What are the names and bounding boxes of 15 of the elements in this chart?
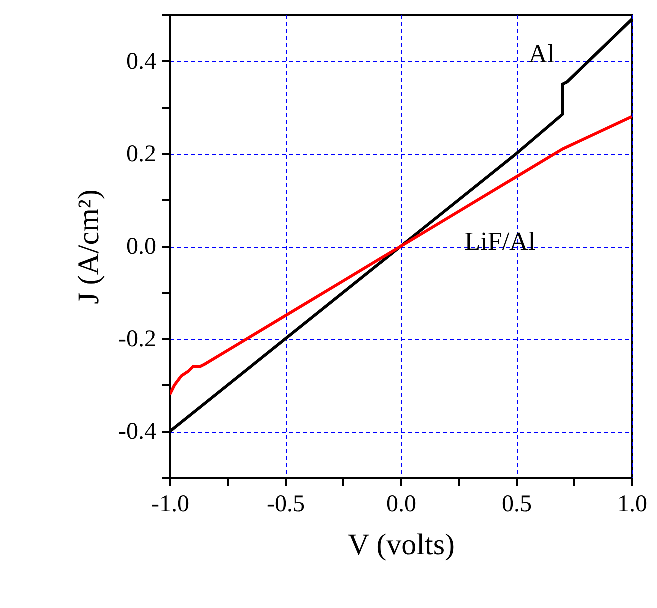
y-tick-label: 0.4	[126, 48, 156, 75]
x-tick-label: -1.0	[152, 492, 190, 518]
x-tick-label: 1.0	[618, 492, 648, 518]
y-tick-label: -0.2	[118, 326, 156, 353]
line-series	[170, 115, 632, 396]
y-tick-label: 0.0	[126, 234, 156, 260]
x-tick-label: -0.5	[267, 492, 305, 518]
series-label: Al	[528, 39, 555, 68]
series-label: LiF/Al	[464, 226, 536, 256]
y-axis-title: J (A/cm²)	[72, 190, 106, 304]
x-tick-label: 0.0	[386, 492, 416, 518]
y-tick-label: 0.2	[126, 141, 156, 168]
x-tick-label: 0.5	[502, 492, 532, 518]
y-tick-label: -0.4	[118, 419, 156, 446]
x-axis-title: V (volts)	[348, 528, 455, 562]
